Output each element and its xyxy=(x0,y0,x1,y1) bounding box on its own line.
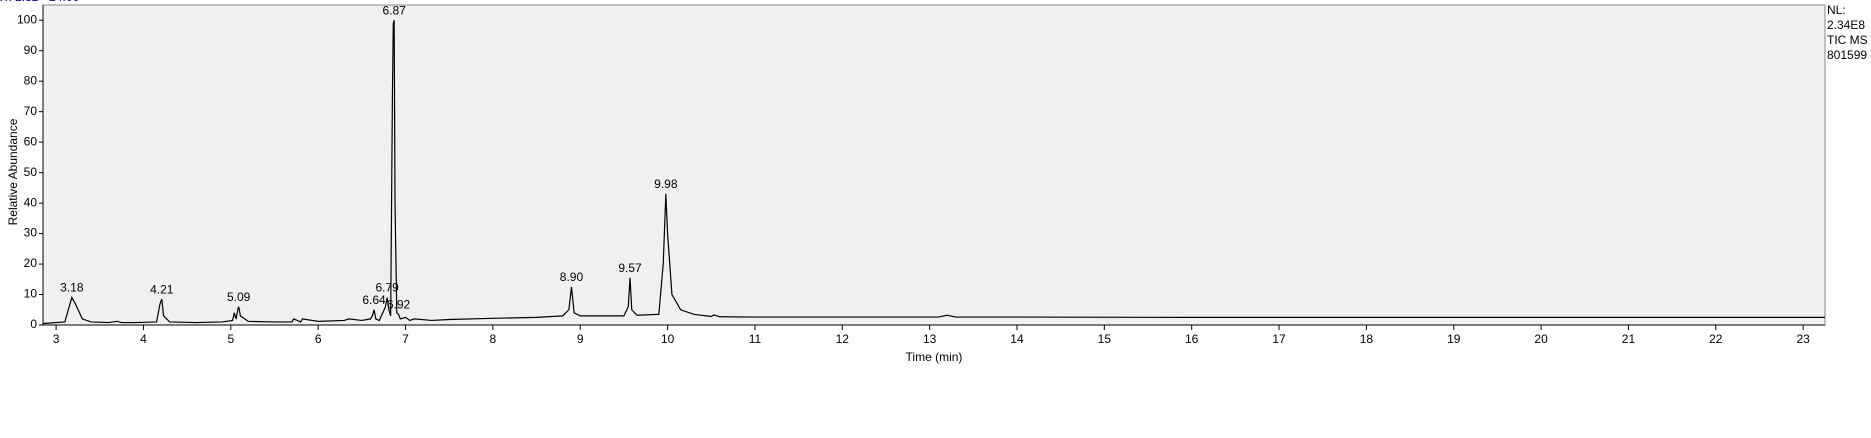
peak-label: 6.92 xyxy=(387,298,411,312)
x-tick-label: 14 xyxy=(1010,332,1024,346)
y-tick-label: 100 xyxy=(17,12,37,26)
peak-label: 3.18 xyxy=(60,281,84,295)
x-tick-label: 6 xyxy=(315,332,322,346)
y-tick-label: 30 xyxy=(24,226,38,240)
x-tick-label: 15 xyxy=(1098,332,1112,346)
x-tick-label: 4 xyxy=(140,332,147,346)
x-tick-label: 21 xyxy=(1622,332,1636,346)
y-tick-label: 20 xyxy=(24,256,38,270)
x-tick-label: 7 xyxy=(402,332,409,346)
y-tick-label: 0 xyxy=(30,317,37,331)
y-tick-label: 80 xyxy=(24,73,38,87)
x-tick-label: 23 xyxy=(1796,332,1810,346)
y-tick-label: 10 xyxy=(24,287,38,301)
x-tick-label: 18 xyxy=(1360,332,1374,346)
x-tick-label: 11 xyxy=(749,332,762,346)
x-tick-label: 22 xyxy=(1709,332,1723,346)
x-tick-label: 16 xyxy=(1185,332,1199,346)
peak-label: 6.64 xyxy=(362,293,386,307)
peak-label: 5.09 xyxy=(227,290,251,304)
x-tick-label: 3 xyxy=(53,332,60,346)
x-axis-label: Time (min) xyxy=(906,350,963,364)
x-tick-label: 8 xyxy=(490,332,497,346)
rt-range: RT: 2.82 - 24.00 xyxy=(0,0,79,4)
plot-area xyxy=(42,4,1826,326)
peak-label: 9.57 xyxy=(618,261,642,275)
info-text: NL: xyxy=(1827,3,1846,17)
x-tick-label: 10 xyxy=(661,332,675,346)
info-text: 801599 xyxy=(1827,48,1867,62)
x-tick-label: 17 xyxy=(1272,332,1286,346)
y-tick-label: 50 xyxy=(24,165,38,179)
y-tick-label: 90 xyxy=(24,43,38,57)
peak-label: 8.90 xyxy=(560,270,584,284)
y-tick-label: 60 xyxy=(24,134,38,148)
x-tick-label: 13 xyxy=(923,332,937,346)
x-tick-label: 5 xyxy=(227,332,234,346)
info-text: 2.34E8 xyxy=(1827,18,1865,32)
x-tick-label: 19 xyxy=(1447,332,1461,346)
peak-label: 4.21 xyxy=(150,282,174,296)
peak-label: 6.87 xyxy=(382,3,406,17)
y-tick-label: 40 xyxy=(24,195,38,209)
x-tick-label: 12 xyxy=(836,332,850,346)
x-tick-label: 20 xyxy=(1534,332,1548,346)
x-tick-label: 9 xyxy=(577,332,584,346)
peak-label: 6.79 xyxy=(375,281,399,295)
y-tick-label: 70 xyxy=(24,104,38,118)
info-text: TIC MS xyxy=(1827,33,1868,47)
y-axis-label: Relative Abundance xyxy=(6,118,20,225)
trace xyxy=(42,20,1825,325)
peak-label: 9.98 xyxy=(654,177,678,191)
